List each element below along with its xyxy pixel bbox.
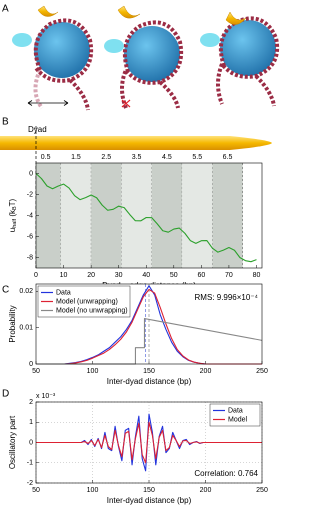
region-label: 5.5	[192, 154, 202, 161]
y-tick-label: 0	[29, 439, 33, 446]
y-axis-label-part: B	[12, 206, 18, 210]
series-line	[36, 421, 262, 464]
x-tick-label: 100	[87, 368, 99, 375]
x-tick-label: 30	[115, 272, 123, 279]
x-axis-label: Inter-dyad distance (bp)	[107, 377, 192, 386]
region-band	[36, 163, 61, 268]
region-label: 2.5	[101, 154, 111, 161]
y-tick-label: -1	[27, 460, 33, 467]
y-axis-label: uhalf (kBT)	[8, 198, 18, 232]
x-tick-label: 10	[60, 272, 68, 279]
x-tick-label: 100	[87, 487, 99, 494]
panel-label: C	[2, 285, 9, 296]
x-tick-label: 250	[256, 368, 268, 375]
y-tick-label: -6	[27, 233, 33, 240]
y-tick-label: 0.02	[19, 288, 33, 295]
y-axis-label-part: u	[8, 228, 17, 232]
x-tick-label: 60	[197, 272, 205, 279]
axes-frame	[35, 283, 263, 365]
legend-box	[209, 403, 261, 427]
region-label: 3.5	[132, 154, 142, 161]
y-tick-label: -4	[27, 212, 33, 219]
x-tick-label: 70	[225, 272, 233, 279]
panel-label: D	[2, 389, 9, 400]
x-tick-label: 200	[200, 368, 212, 375]
x-tick-label: 40	[142, 272, 150, 279]
y-axis-label-part: (k	[8, 209, 17, 219]
y-axis-label-part: half	[12, 218, 18, 227]
y-tick-label: -2	[27, 480, 33, 487]
x-tick-label: 250	[256, 487, 268, 494]
legend-label: Model	[228, 416, 248, 423]
axis-multiplier: x 10⁻³	[36, 393, 56, 400]
annotation: Dyad	[28, 125, 47, 134]
legend-label: Model (no unwrapping)	[56, 307, 128, 314]
legend-label: Data	[228, 407, 243, 414]
series-line	[35, 173, 257, 263]
y-tick-label: 0	[29, 170, 33, 177]
region-label: 4.5	[162, 154, 172, 161]
y-tick-label: 0	[29, 361, 33, 368]
y-tick-label: 0.01	[19, 324, 33, 331]
figure: A B C D 0.5 1.5 2.5 3.5 4.5 5.5 6.5 0 -2 -4 -6 -8 0 1…	[0, 4, 279, 505]
y-axis-label: Oscillatory part	[8, 415, 17, 469]
y-tick-label: -8	[27, 254, 33, 261]
axes-frame	[35, 401, 263, 484]
panel-label: A	[2, 4, 9, 15]
y-axis-label: Probability	[8, 305, 17, 342]
x-tick-label: 50	[32, 487, 40, 494]
region-band	[212, 163, 243, 268]
x-tick-label: 50	[170, 272, 178, 279]
region-band	[60, 163, 92, 268]
y-tick-label: 2	[29, 399, 33, 406]
x-tick-label: 20	[87, 272, 95, 279]
x-tick-label: 80	[253, 272, 261, 279]
legend-label: Model (unwrapping)	[56, 298, 118, 305]
region-label: 6.5	[223, 154, 233, 161]
region-band	[151, 163, 183, 268]
region-band	[121, 163, 152, 268]
y-axis-label-part: T)	[8, 198, 17, 206]
y-tick-label: -2	[27, 191, 33, 198]
region-band	[182, 163, 213, 268]
nucleosome-illustration	[12, 5, 279, 111]
legend-box	[37, 285, 131, 318]
x-axis-label: Inter-dyad distance (bp)	[107, 496, 192, 505]
y-tick-label: 1	[29, 419, 33, 426]
region-label: 1.5	[71, 154, 81, 161]
region-band	[91, 163, 122, 268]
x-tick-label: 150	[143, 487, 155, 494]
annotation: Correlation: 0.764	[194, 469, 258, 478]
x-tick-label: 150	[143, 368, 155, 375]
region-label: 0.5	[41, 154, 51, 161]
x-tick-label: 0	[34, 272, 38, 279]
x-tick-label: 200	[200, 487, 212, 494]
axes-frame	[35, 162, 263, 269]
x-tick-label: 50	[32, 368, 40, 375]
annotation: RMS: 9.996×10⁻⁴	[195, 293, 259, 302]
legend-label: Data	[56, 289, 71, 296]
panel-label: B	[2, 117, 9, 128]
